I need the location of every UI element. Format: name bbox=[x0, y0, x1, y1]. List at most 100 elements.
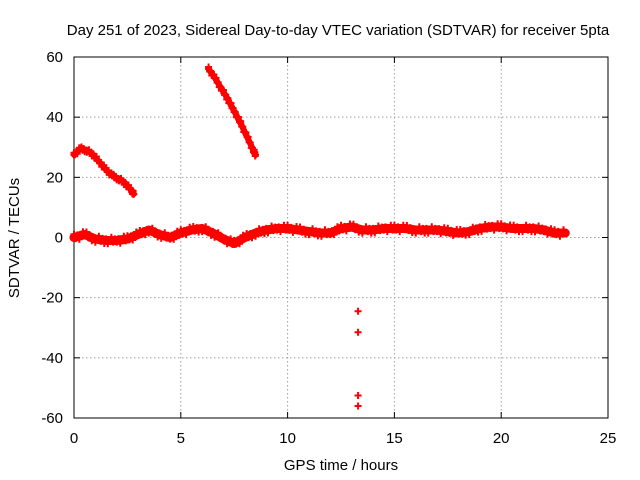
data-point bbox=[211, 74, 219, 82]
data-marker bbox=[330, 231, 338, 239]
data-point bbox=[529, 224, 537, 232]
data-point bbox=[262, 226, 270, 234]
x-tick-label: 20 bbox=[493, 430, 510, 447]
data-marker bbox=[522, 221, 530, 229]
data-marker bbox=[234, 113, 242, 121]
data-marker bbox=[394, 223, 402, 231]
data-point bbox=[476, 224, 484, 232]
outlier-point bbox=[354, 328, 362, 336]
data-points bbox=[69, 63, 570, 410]
data-point bbox=[76, 145, 84, 153]
data-point bbox=[444, 227, 452, 235]
data-marker bbox=[141, 231, 149, 239]
outlier-point bbox=[354, 402, 362, 410]
data-marker bbox=[321, 226, 329, 234]
data-point bbox=[230, 240, 238, 248]
data-point bbox=[454, 229, 462, 237]
outlier-point bbox=[354, 307, 362, 315]
data-point bbox=[380, 224, 388, 232]
data-point bbox=[198, 224, 206, 232]
data-point bbox=[284, 224, 292, 232]
series-outliers bbox=[354, 307, 362, 410]
y-tick-label: 40 bbox=[46, 109, 63, 126]
data-marker bbox=[415, 223, 423, 231]
data-marker bbox=[173, 227, 181, 235]
x-tick-label: 5 bbox=[177, 430, 185, 447]
data-marker bbox=[374, 222, 382, 230]
data-marker bbox=[231, 108, 239, 116]
series-arc-b bbox=[205, 63, 260, 160]
data-marker bbox=[95, 232, 103, 240]
data-point bbox=[348, 223, 356, 231]
data-point bbox=[187, 226, 195, 234]
data-marker bbox=[205, 226, 213, 234]
data-point bbox=[305, 227, 313, 235]
data-marker bbox=[227, 235, 235, 243]
data-marker bbox=[107, 233, 115, 241]
data-point bbox=[230, 107, 238, 115]
data-point bbox=[209, 229, 217, 237]
data-point bbox=[508, 224, 516, 232]
y-axis-label: SDTVAR / TECUs bbox=[6, 178, 23, 298]
data-point bbox=[91, 235, 99, 243]
data-point bbox=[102, 166, 110, 174]
data-point bbox=[155, 230, 163, 238]
y-tick-label: 0 bbox=[55, 230, 63, 247]
outlier-point bbox=[354, 391, 362, 399]
data-point bbox=[358, 226, 366, 234]
data-marker bbox=[237, 236, 245, 244]
y-tick-label: -60 bbox=[41, 410, 63, 427]
data-point bbox=[243, 133, 251, 141]
data-point bbox=[134, 230, 142, 238]
data-marker bbox=[428, 223, 436, 231]
data-point bbox=[249, 146, 257, 154]
data-marker bbox=[268, 222, 276, 230]
data-marker bbox=[362, 223, 370, 231]
data-point bbox=[237, 119, 245, 127]
data-marker bbox=[152, 227, 160, 235]
data-point bbox=[81, 230, 89, 238]
data-point bbox=[422, 226, 430, 234]
chart-title: Day 251 of 2023, Sidereal Day-to-day VTE… bbox=[67, 22, 610, 39]
x-tick-label: 0 bbox=[70, 430, 78, 447]
data-marker bbox=[333, 223, 341, 231]
y-tick-label: -40 bbox=[41, 350, 63, 367]
data-point bbox=[70, 234, 78, 241]
data-point bbox=[273, 224, 281, 232]
data-point bbox=[130, 190, 138, 198]
data-marker bbox=[170, 235, 178, 243]
data-point bbox=[316, 229, 324, 237]
series-near-zero bbox=[69, 220, 570, 248]
data-point bbox=[465, 227, 473, 235]
data-point bbox=[166, 234, 174, 241]
data-point bbox=[433, 226, 441, 234]
data-marker bbox=[184, 227, 192, 235]
x-tick-label: 15 bbox=[386, 430, 403, 447]
data-point bbox=[252, 151, 260, 159]
data-marker bbox=[309, 225, 317, 233]
data-marker bbox=[341, 222, 349, 230]
y-tick-label: -20 bbox=[41, 290, 63, 307]
data-point bbox=[115, 175, 123, 183]
data-point bbox=[369, 226, 377, 234]
data-point bbox=[519, 224, 527, 232]
data-point bbox=[390, 224, 398, 232]
data-marker bbox=[182, 231, 190, 239]
data-point bbox=[205, 65, 213, 73]
data-marker bbox=[131, 232, 139, 240]
data-point bbox=[217, 85, 225, 93]
data-marker bbox=[227, 99, 235, 107]
data-point bbox=[326, 229, 334, 237]
x-tick-label: 25 bbox=[600, 430, 617, 447]
data-marker bbox=[535, 222, 543, 230]
data-marker bbox=[148, 224, 156, 232]
data-marker bbox=[239, 123, 247, 131]
data-marker bbox=[161, 229, 169, 237]
data-point bbox=[108, 172, 116, 180]
data-marker bbox=[513, 223, 521, 231]
data-point bbox=[145, 226, 153, 234]
data-marker bbox=[222, 91, 230, 99]
data-point bbox=[89, 151, 97, 159]
data-point bbox=[121, 179, 129, 187]
